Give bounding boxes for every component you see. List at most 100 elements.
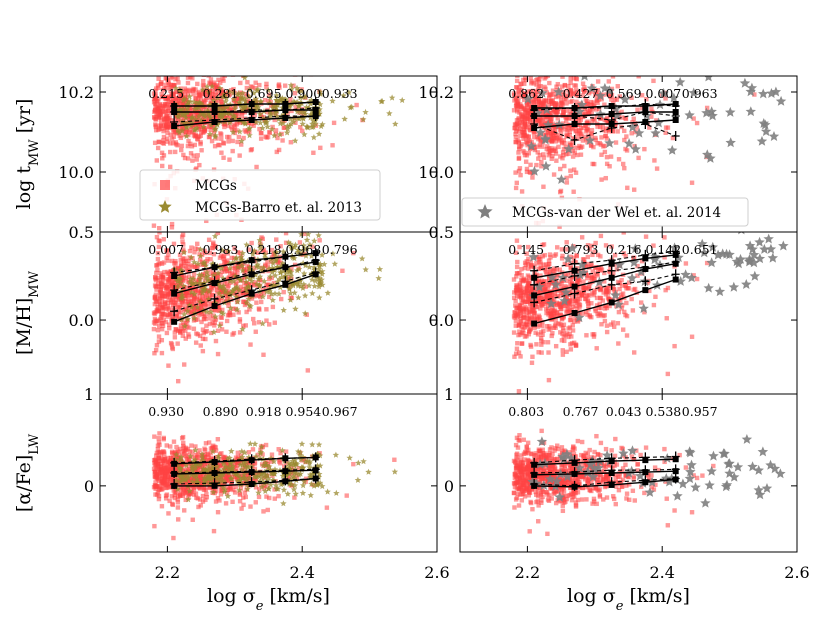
mcg-point: [162, 283, 167, 288]
mcg-point: [549, 156, 554, 161]
mcg-point: [665, 371, 671, 377]
mcg-point: [212, 307, 217, 313]
mcg-point: [575, 89, 580, 95]
mcg-point: [555, 116, 560, 121]
mcg-point: [240, 110, 245, 116]
mcg-point: [152, 301, 158, 307]
mcg-point: [531, 97, 536, 102]
mcg-point: [195, 134, 201, 139]
mcg-point: [636, 76, 641, 79]
mcg-point: [538, 330, 544, 335]
mcg-point: [539, 500, 544, 505]
mcg-point: [654, 118, 659, 123]
mcg-point: [649, 114, 654, 119]
mcg-point: [591, 292, 597, 298]
mcg-point: [251, 316, 256, 322]
mcg-point: [218, 492, 224, 497]
mcg-point: [544, 324, 550, 329]
mcg-point: [169, 225, 175, 230]
mcg-point: [511, 490, 517, 496]
mcg-point: [513, 131, 518, 137]
mcg-point: [156, 319, 161, 324]
mcg-point: [579, 439, 585, 445]
mcg-point: [224, 296, 230, 302]
mcg-point: [207, 271, 213, 276]
mcg-point: [180, 239, 185, 244]
mcg-point: [691, 473, 696, 478]
mcg-point: [185, 143, 191, 149]
mcg-point: [591, 161, 597, 167]
mcg-point: [217, 255, 223, 260]
mcg-point: [175, 497, 180, 502]
mcg-point: [516, 150, 521, 155]
mcg-point: [540, 111, 545, 116]
mcg-point: [694, 475, 700, 481]
mcg-point: [561, 322, 567, 327]
mcg-point: [547, 252, 553, 257]
mcg-point: [623, 462, 628, 467]
mcg-point: [516, 95, 521, 100]
mcg-point: [521, 451, 527, 456]
mcg-point: [544, 112, 549, 117]
mcg-point: [559, 139, 565, 145]
mcg-point: [204, 297, 210, 303]
mcg-point: [235, 271, 240, 276]
mcg-point: [175, 89, 180, 94]
mcg-point: [168, 272, 174, 278]
mcg-point: [201, 330, 206, 336]
mcg-point: [626, 474, 631, 480]
mcg-point: [513, 497, 519, 502]
mcg-point: [584, 497, 589, 502]
mcg-point: [273, 128, 279, 133]
mcg-point: [162, 301, 168, 307]
mcg-point: [231, 312, 236, 317]
mcg-point: [186, 241, 190, 245]
mcg-point: [241, 323, 246, 329]
mcg-point: [202, 301, 208, 307]
mcg-point: [253, 85, 258, 91]
mcg-point: [512, 505, 517, 510]
mcg-point: [197, 312, 202, 318]
mcg-point: [598, 287, 603, 293]
mcg-point: [290, 467, 295, 472]
mcg-point: [234, 128, 239, 133]
mcg-point: [154, 308, 159, 313]
mcg-point: [560, 352, 566, 357]
mcg-point: [159, 479, 165, 484]
mcg-point: [172, 495, 178, 501]
mcg-point: [519, 324, 524, 329]
mcg-point: [156, 244, 162, 250]
mcg-point: [522, 265, 528, 271]
mcg-point: [672, 343, 677, 349]
mcg-point: [649, 106, 654, 112]
mcg-point: [203, 336, 208, 342]
mcg-point: [219, 132, 224, 137]
mcg-point: [535, 150, 540, 155]
mcg-point: [183, 445, 189, 451]
mcg-point: [203, 441, 209, 446]
mcg-point: [526, 283, 531, 288]
mcg-point: [598, 233, 604, 239]
mcg-point: [187, 248, 193, 254]
mcg-point: [528, 69, 532, 73]
mcg-point: [579, 497, 585, 502]
mcg-point: [600, 127, 606, 133]
mcg-point: [691, 116, 696, 121]
mcg-point: [545, 248, 549, 252]
mcg-point: [547, 294, 553, 299]
mcg-point: [261, 352, 266, 357]
mcg-point: [191, 117, 196, 122]
mcg-point: [179, 143, 184, 149]
mcg-point: [592, 276, 597, 281]
mcg-point: [344, 493, 349, 498]
mcg-point: [639, 93, 645, 98]
mcg-point: [179, 92, 184, 97]
mcg-point: [607, 164, 612, 169]
mcg-point: [525, 458, 530, 464]
mcg-point: [534, 82, 539, 87]
mcg-point: [604, 323, 610, 328]
mcg-point: [600, 298, 606, 303]
mcg-point: [533, 330, 538, 335]
mcg-point: [522, 457, 527, 462]
mcg-point: [225, 285, 230, 290]
